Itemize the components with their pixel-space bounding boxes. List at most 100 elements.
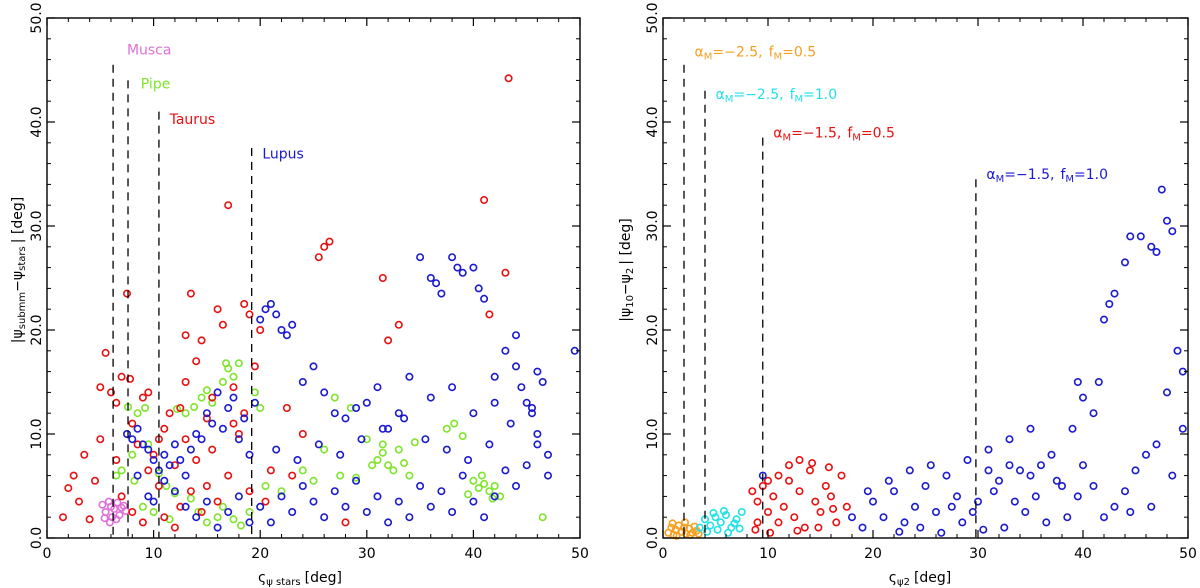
data-point (711, 513, 720, 522)
data-point (80, 450, 89, 459)
data-point (543, 471, 552, 480)
data-point (190, 402, 199, 411)
data-point (202, 481, 211, 490)
data-point (362, 507, 371, 516)
data-point (181, 377, 190, 386)
data-point (101, 507, 110, 516)
data-point (517, 383, 526, 392)
data-point (277, 487, 286, 496)
y-tick-label: 20.0 (29, 314, 45, 345)
data-point (469, 263, 478, 272)
data-point (394, 320, 403, 329)
data-point (98, 500, 107, 509)
data-point (69, 471, 78, 480)
data-point (884, 476, 893, 485)
data-point (1147, 242, 1156, 251)
data-point (160, 476, 169, 485)
data-point (1052, 476, 1061, 485)
data-point (362, 435, 371, 444)
data-point (144, 445, 153, 454)
data-point (384, 424, 393, 433)
data-point (1142, 450, 1151, 459)
data-point (485, 487, 494, 496)
data-point (1079, 393, 1088, 402)
data-point (469, 409, 478, 418)
data-point (426, 393, 435, 402)
data-point (753, 497, 762, 506)
data-point (208, 393, 217, 402)
data-point (437, 487, 446, 496)
data-point (336, 450, 345, 459)
data-point (250, 388, 259, 397)
data-point (464, 455, 473, 464)
data-point (400, 414, 409, 423)
data-point (170, 523, 179, 532)
data-point (1089, 409, 1098, 418)
series-1 (112, 359, 547, 530)
series-2 (58, 74, 513, 532)
data-point (112, 471, 121, 480)
data-point (1058, 481, 1067, 490)
data-point (1121, 258, 1130, 267)
data-point (480, 294, 489, 303)
data-point (330, 393, 339, 402)
data-point (378, 440, 387, 449)
data-point (229, 515, 238, 524)
data-point (288, 507, 297, 516)
data-point (298, 481, 307, 490)
data-point (298, 377, 307, 386)
data-point (926, 461, 935, 470)
data-point (133, 424, 142, 433)
data-point (984, 466, 993, 475)
data-point (341, 414, 350, 423)
data-point (677, 527, 686, 536)
data-point (213, 513, 222, 522)
data-point (405, 372, 414, 381)
data-point (805, 466, 814, 475)
data-point (181, 331, 190, 340)
data-point (735, 524, 744, 533)
data-point (1047, 450, 1056, 459)
y-tick-label: 30.0 (29, 210, 45, 241)
data-point (298, 429, 307, 438)
data-point (320, 388, 329, 397)
data-point (766, 528, 775, 537)
data-point (186, 445, 195, 454)
data-point (879, 513, 888, 522)
data-point (947, 502, 956, 511)
data-point (458, 432, 467, 441)
data-point (181, 435, 190, 444)
data-point (1173, 346, 1182, 355)
data-point (730, 519, 739, 528)
data-point (85, 515, 94, 524)
data-point (533, 440, 542, 449)
data-point (1168, 227, 1177, 236)
data-point (197, 435, 206, 444)
data-point (362, 398, 371, 407)
data-point (858, 523, 867, 532)
data-point (141, 403, 150, 412)
data-point (790, 513, 799, 522)
data-point (464, 490, 473, 499)
data-point (144, 440, 153, 449)
x-tick-label: 30 (969, 546, 987, 562)
data-point (229, 383, 238, 392)
data-point (1110, 502, 1119, 511)
data-point (309, 497, 318, 506)
data-point (506, 419, 515, 428)
data-point (543, 450, 552, 459)
data-point (958, 518, 967, 527)
data-point (149, 507, 158, 516)
data-point (931, 507, 940, 516)
data-point (394, 497, 403, 506)
data-point (847, 513, 856, 522)
data-point (250, 362, 259, 371)
y-tick-label: 20.0 (645, 314, 661, 345)
data-point (176, 403, 185, 412)
data-point (1068, 424, 1077, 433)
data-point (266, 518, 275, 527)
data-point (170, 440, 179, 449)
data-point (234, 429, 243, 438)
data-point (192, 357, 201, 366)
line-label: αM=−1.5, fM=1.0 (986, 167, 1108, 185)
